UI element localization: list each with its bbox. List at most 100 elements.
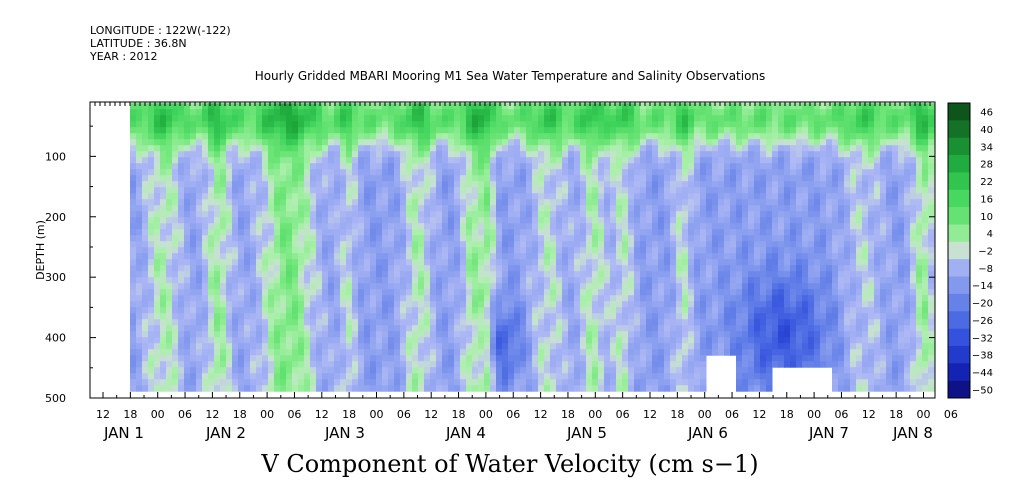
heatmap-cell xyxy=(250,385,257,392)
heatmap-cell xyxy=(376,241,383,248)
heatmap-cell xyxy=(376,145,383,152)
heatmap-cell xyxy=(298,319,305,326)
heatmap-cell xyxy=(232,169,239,176)
heatmap-cell xyxy=(640,265,647,272)
heatmap-cell xyxy=(292,349,299,356)
heatmap-cell xyxy=(244,169,251,176)
heatmap-cell xyxy=(268,325,275,332)
heatmap-cell xyxy=(634,127,641,134)
heatmap-cell xyxy=(220,319,227,326)
heatmap-cell xyxy=(460,343,467,350)
heatmap-cell xyxy=(352,205,359,212)
heatmap-cell xyxy=(484,175,491,182)
heatmap-cell xyxy=(460,379,467,386)
heatmap-cell xyxy=(748,169,755,176)
heatmap-cell xyxy=(304,289,311,296)
heatmap-cell xyxy=(322,271,329,278)
heatmap-cell xyxy=(220,259,227,266)
heatmap-cell xyxy=(508,145,515,152)
heatmap-cell xyxy=(652,193,659,200)
heatmap-cell xyxy=(490,121,497,128)
heatmap-cell xyxy=(502,355,509,362)
heatmap-cell xyxy=(310,313,317,320)
heatmap-cell xyxy=(256,259,263,266)
heatmap-cell xyxy=(526,331,533,338)
heatmap-cell xyxy=(442,265,449,272)
heatmap-cell xyxy=(454,175,461,182)
heatmap-cell xyxy=(466,331,473,338)
heatmap-cell xyxy=(718,193,725,200)
heatmap-cell xyxy=(292,181,299,188)
heatmap-cell xyxy=(622,307,629,314)
heatmap-cell xyxy=(334,247,341,254)
heatmap-cell xyxy=(172,163,179,170)
heatmap-cell xyxy=(406,157,413,164)
heatmap-cell xyxy=(676,199,683,206)
heatmap-cell xyxy=(658,295,665,302)
heatmap-cell xyxy=(322,349,329,356)
heatmap-cell xyxy=(136,271,143,278)
heatmap-cell xyxy=(730,187,737,194)
heatmap-cell xyxy=(226,139,233,146)
heatmap-cell xyxy=(448,349,455,356)
heatmap-cell xyxy=(628,265,635,272)
heatmap-cell xyxy=(430,157,437,164)
heatmap-cell xyxy=(190,127,197,134)
heatmap-cell xyxy=(706,133,713,140)
heatmap-cell xyxy=(544,241,551,248)
heatmap-cell xyxy=(376,253,383,260)
heatmap-cell xyxy=(346,247,353,254)
heatmap-cell xyxy=(670,169,677,176)
heatmap-cell xyxy=(436,181,443,188)
heatmap-cell xyxy=(370,163,377,170)
heatmap-cell xyxy=(226,325,233,332)
heatmap-cell xyxy=(586,367,593,374)
heatmap-cell xyxy=(316,337,323,344)
heatmap-cell xyxy=(640,103,647,110)
heatmap-cell xyxy=(352,229,359,236)
heatmap-cell xyxy=(700,379,707,386)
heatmap-cell xyxy=(154,121,161,128)
heatmap-cell xyxy=(496,241,503,248)
heatmap-cell xyxy=(256,211,263,218)
heatmap-cell xyxy=(130,355,137,362)
heatmap-cell xyxy=(682,295,689,302)
heatmap-cell xyxy=(640,139,647,146)
heatmap-cell xyxy=(448,181,455,188)
heatmap-cell xyxy=(580,349,587,356)
heatmap-cell xyxy=(664,193,671,200)
heatmap-cell xyxy=(406,193,413,200)
heatmap-cell xyxy=(190,169,197,176)
heatmap-cell xyxy=(592,217,599,224)
heatmap-cell xyxy=(646,337,653,344)
heatmap-cell xyxy=(706,217,713,224)
heatmap-cell xyxy=(694,265,701,272)
heatmap-cell xyxy=(640,127,647,134)
heatmap-cell xyxy=(394,277,401,284)
heatmap-cell xyxy=(616,205,623,212)
heatmap-cell xyxy=(490,373,497,380)
heatmap-cell xyxy=(700,319,707,326)
heatmap-cell xyxy=(490,127,497,134)
heatmap-cell xyxy=(568,109,575,116)
heatmap-cell xyxy=(148,361,155,368)
heatmap-cell xyxy=(370,127,377,134)
heatmap-cell xyxy=(754,127,761,134)
heatmap-cell xyxy=(232,295,239,302)
heatmap-cell xyxy=(436,193,443,200)
heatmap-cell xyxy=(310,379,317,386)
heatmap-cell xyxy=(610,247,617,254)
heatmap-cell xyxy=(160,283,167,290)
heatmap-cell xyxy=(472,283,479,290)
heatmap-cell xyxy=(532,121,539,128)
heatmap-cell xyxy=(220,205,227,212)
heatmap-cell xyxy=(202,277,209,284)
heatmap-cell xyxy=(322,109,329,116)
heatmap-cell xyxy=(202,205,209,212)
heatmap-cell xyxy=(208,139,215,146)
heatmap-cell xyxy=(646,199,653,206)
heatmap-cell xyxy=(250,355,257,362)
heatmap-cell xyxy=(232,127,239,134)
heatmap-cell xyxy=(274,265,281,272)
heatmap-cell xyxy=(574,241,581,248)
